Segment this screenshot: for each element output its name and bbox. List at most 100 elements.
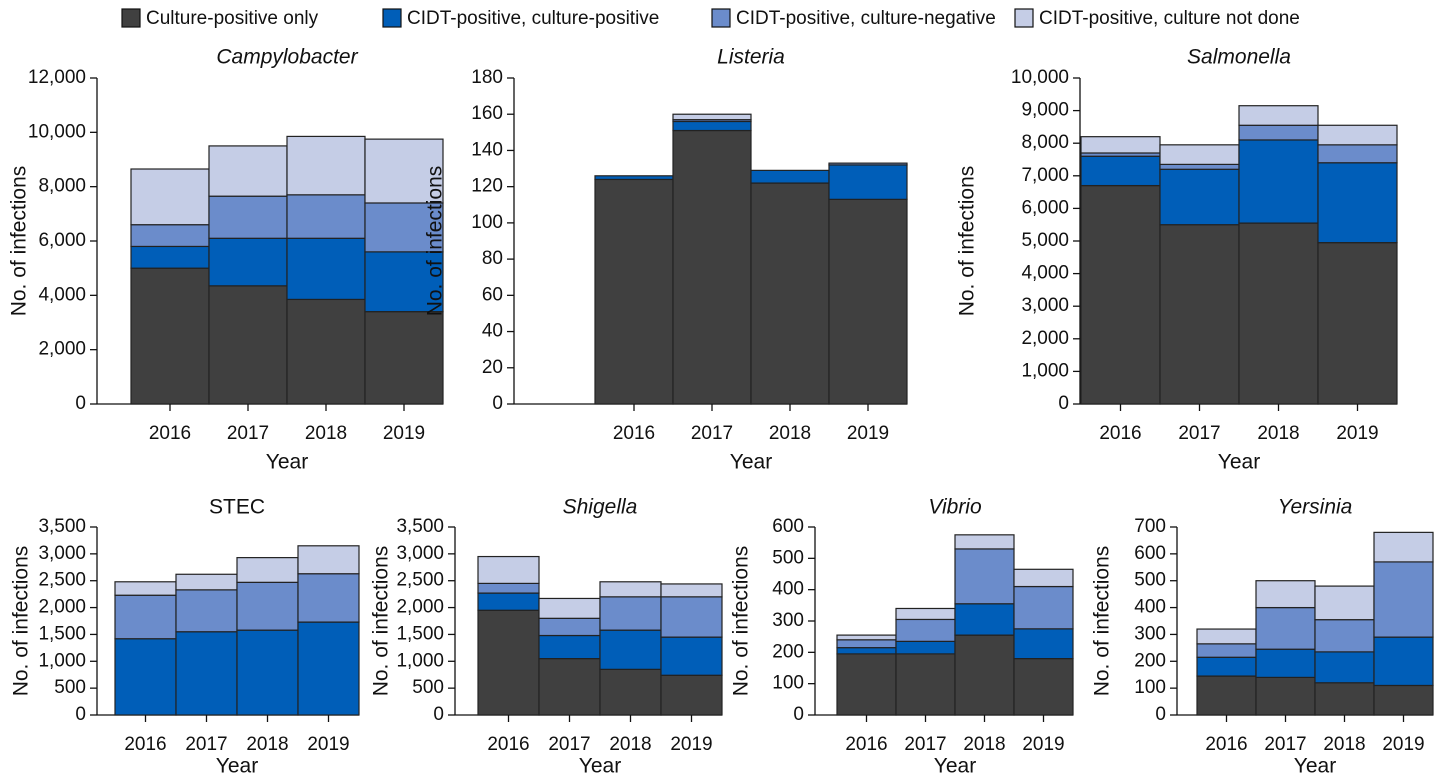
x-tick-label: 2019: [383, 423, 425, 444]
bar-segment: [954, 548, 1015, 605]
x-tick-label: 2018: [963, 734, 1005, 755]
bar-segment: [538, 657, 601, 716]
x-tick-label: 2016: [1205, 734, 1247, 755]
y-tick-label: 160: [471, 103, 503, 124]
y-tick-label: 2,000: [38, 339, 86, 360]
y-tick-label: 180: [471, 67, 503, 88]
bar-segment: [130, 267, 210, 405]
bar-segment: [477, 609, 540, 716]
bar-segment: [836, 634, 897, 641]
bar-segment: [1196, 628, 1257, 645]
y-tick-label: 3,000: [396, 543, 444, 564]
bar-segment: [208, 285, 288, 405]
x-tick-label: 2016: [613, 423, 655, 444]
bar-segment: [1238, 222, 1319, 405]
bar-segment: [1080, 155, 1161, 187]
x-axis-title: Year: [266, 451, 308, 474]
x-tick-label: 2019: [670, 734, 712, 755]
y-tick-label: 20: [482, 357, 503, 378]
bar-segment: [594, 175, 674, 181]
bar-segment: [1317, 144, 1398, 164]
bar-segment: [114, 594, 177, 640]
bar-segment: [130, 245, 210, 269]
bar-segment: [594, 178, 674, 405]
bar-segment: [175, 573, 238, 591]
bar-segment: [1314, 651, 1375, 684]
bar-segment: [175, 589, 238, 633]
x-tick-label: 2019: [1022, 734, 1064, 755]
bar-segment: [1317, 124, 1398, 146]
y-tick-label: 7,000: [1021, 165, 1069, 186]
y-tick-label: 600: [1134, 543, 1166, 564]
y-tick-label: 100: [1134, 677, 1166, 698]
bar-segment: [1255, 580, 1316, 609]
y-tick-label: 1,500: [396, 623, 444, 644]
bar-segment: [1196, 643, 1257, 658]
bar-segment: [954, 634, 1015, 716]
y-tick-label: 300: [772, 610, 804, 631]
bar-segment: [672, 120, 752, 132]
y-axis-title: No. of infections: [730, 546, 753, 697]
bar-segment: [1159, 168, 1240, 226]
y-tick-label: 2,000: [38, 597, 86, 618]
bar-segment: [364, 138, 444, 204]
bar-segment: [477, 555, 540, 584]
y-tick-label: 0: [75, 704, 86, 725]
y-axis-title: No. of infections: [956, 166, 979, 317]
y-tick-label: 1,000: [396, 650, 444, 671]
bar-segment: [130, 224, 210, 248]
x-tick-label: 2018: [305, 423, 347, 444]
bar-segment: [599, 668, 662, 716]
bar-segment: [286, 298, 366, 405]
y-tick-label: 0: [75, 393, 86, 414]
bar-segment: [954, 603, 1015, 636]
bar-segment: [1196, 656, 1257, 677]
y-tick-label: 0: [433, 704, 444, 725]
y-tick-label: 600: [772, 516, 804, 537]
y-tick-label: 100: [471, 212, 503, 233]
x-tick-label: 2019: [307, 734, 349, 755]
bar-segment: [828, 198, 908, 405]
y-tick-label: 3,000: [1021, 295, 1069, 316]
y-tick-label: 6,000: [38, 230, 86, 251]
x-axis-title: Year: [1294, 755, 1336, 778]
bar-segment: [1159, 224, 1240, 405]
bar-segment: [1013, 585, 1074, 630]
y-axis-title: No. of infections: [1091, 546, 1114, 697]
bar-segment: [954, 534, 1015, 550]
bar-segment: [1080, 136, 1161, 154]
bar-segment: [1255, 676, 1316, 716]
y-tick-label: 80: [482, 248, 503, 269]
bar-segment: [114, 581, 177, 596]
bar-segment: [828, 164, 908, 200]
bar-segment: [895, 618, 956, 642]
bar-segment: [895, 653, 956, 716]
y-tick-label: 10,000: [28, 121, 86, 142]
chart-title: Campylobacter: [216, 46, 358, 69]
bar-segment: [1013, 568, 1074, 588]
y-axis-title: No. of infections: [8, 166, 31, 317]
bar-segment: [297, 621, 360, 716]
bar-segment: [1196, 675, 1257, 716]
bar-segment: [599, 581, 662, 598]
y-tick-label: 8,000: [1021, 132, 1069, 153]
y-tick-label: 500: [54, 677, 86, 698]
bar-segment: [1373, 561, 1434, 638]
bar-segment: [836, 647, 897, 655]
bar-segment: [1373, 531, 1434, 563]
x-axis-title: Year: [934, 755, 976, 778]
bar-segment: [750, 182, 830, 405]
x-axis-title: Year: [730, 451, 772, 474]
bar-segment: [175, 631, 238, 716]
legend-label: Culture-positive only: [146, 8, 319, 29]
bar-segment: [1255, 606, 1316, 650]
chart-title: Shigella: [563, 496, 638, 519]
bar-segment: [364, 251, 444, 313]
y-tick-label: 1,500: [38, 623, 86, 644]
y-tick-label: 200: [1134, 650, 1166, 671]
bar-segment: [895, 607, 956, 621]
y-tick-label: 500: [412, 677, 444, 698]
bar-segment: [286, 194, 366, 239]
x-tick-label: 2016: [1099, 423, 1141, 444]
